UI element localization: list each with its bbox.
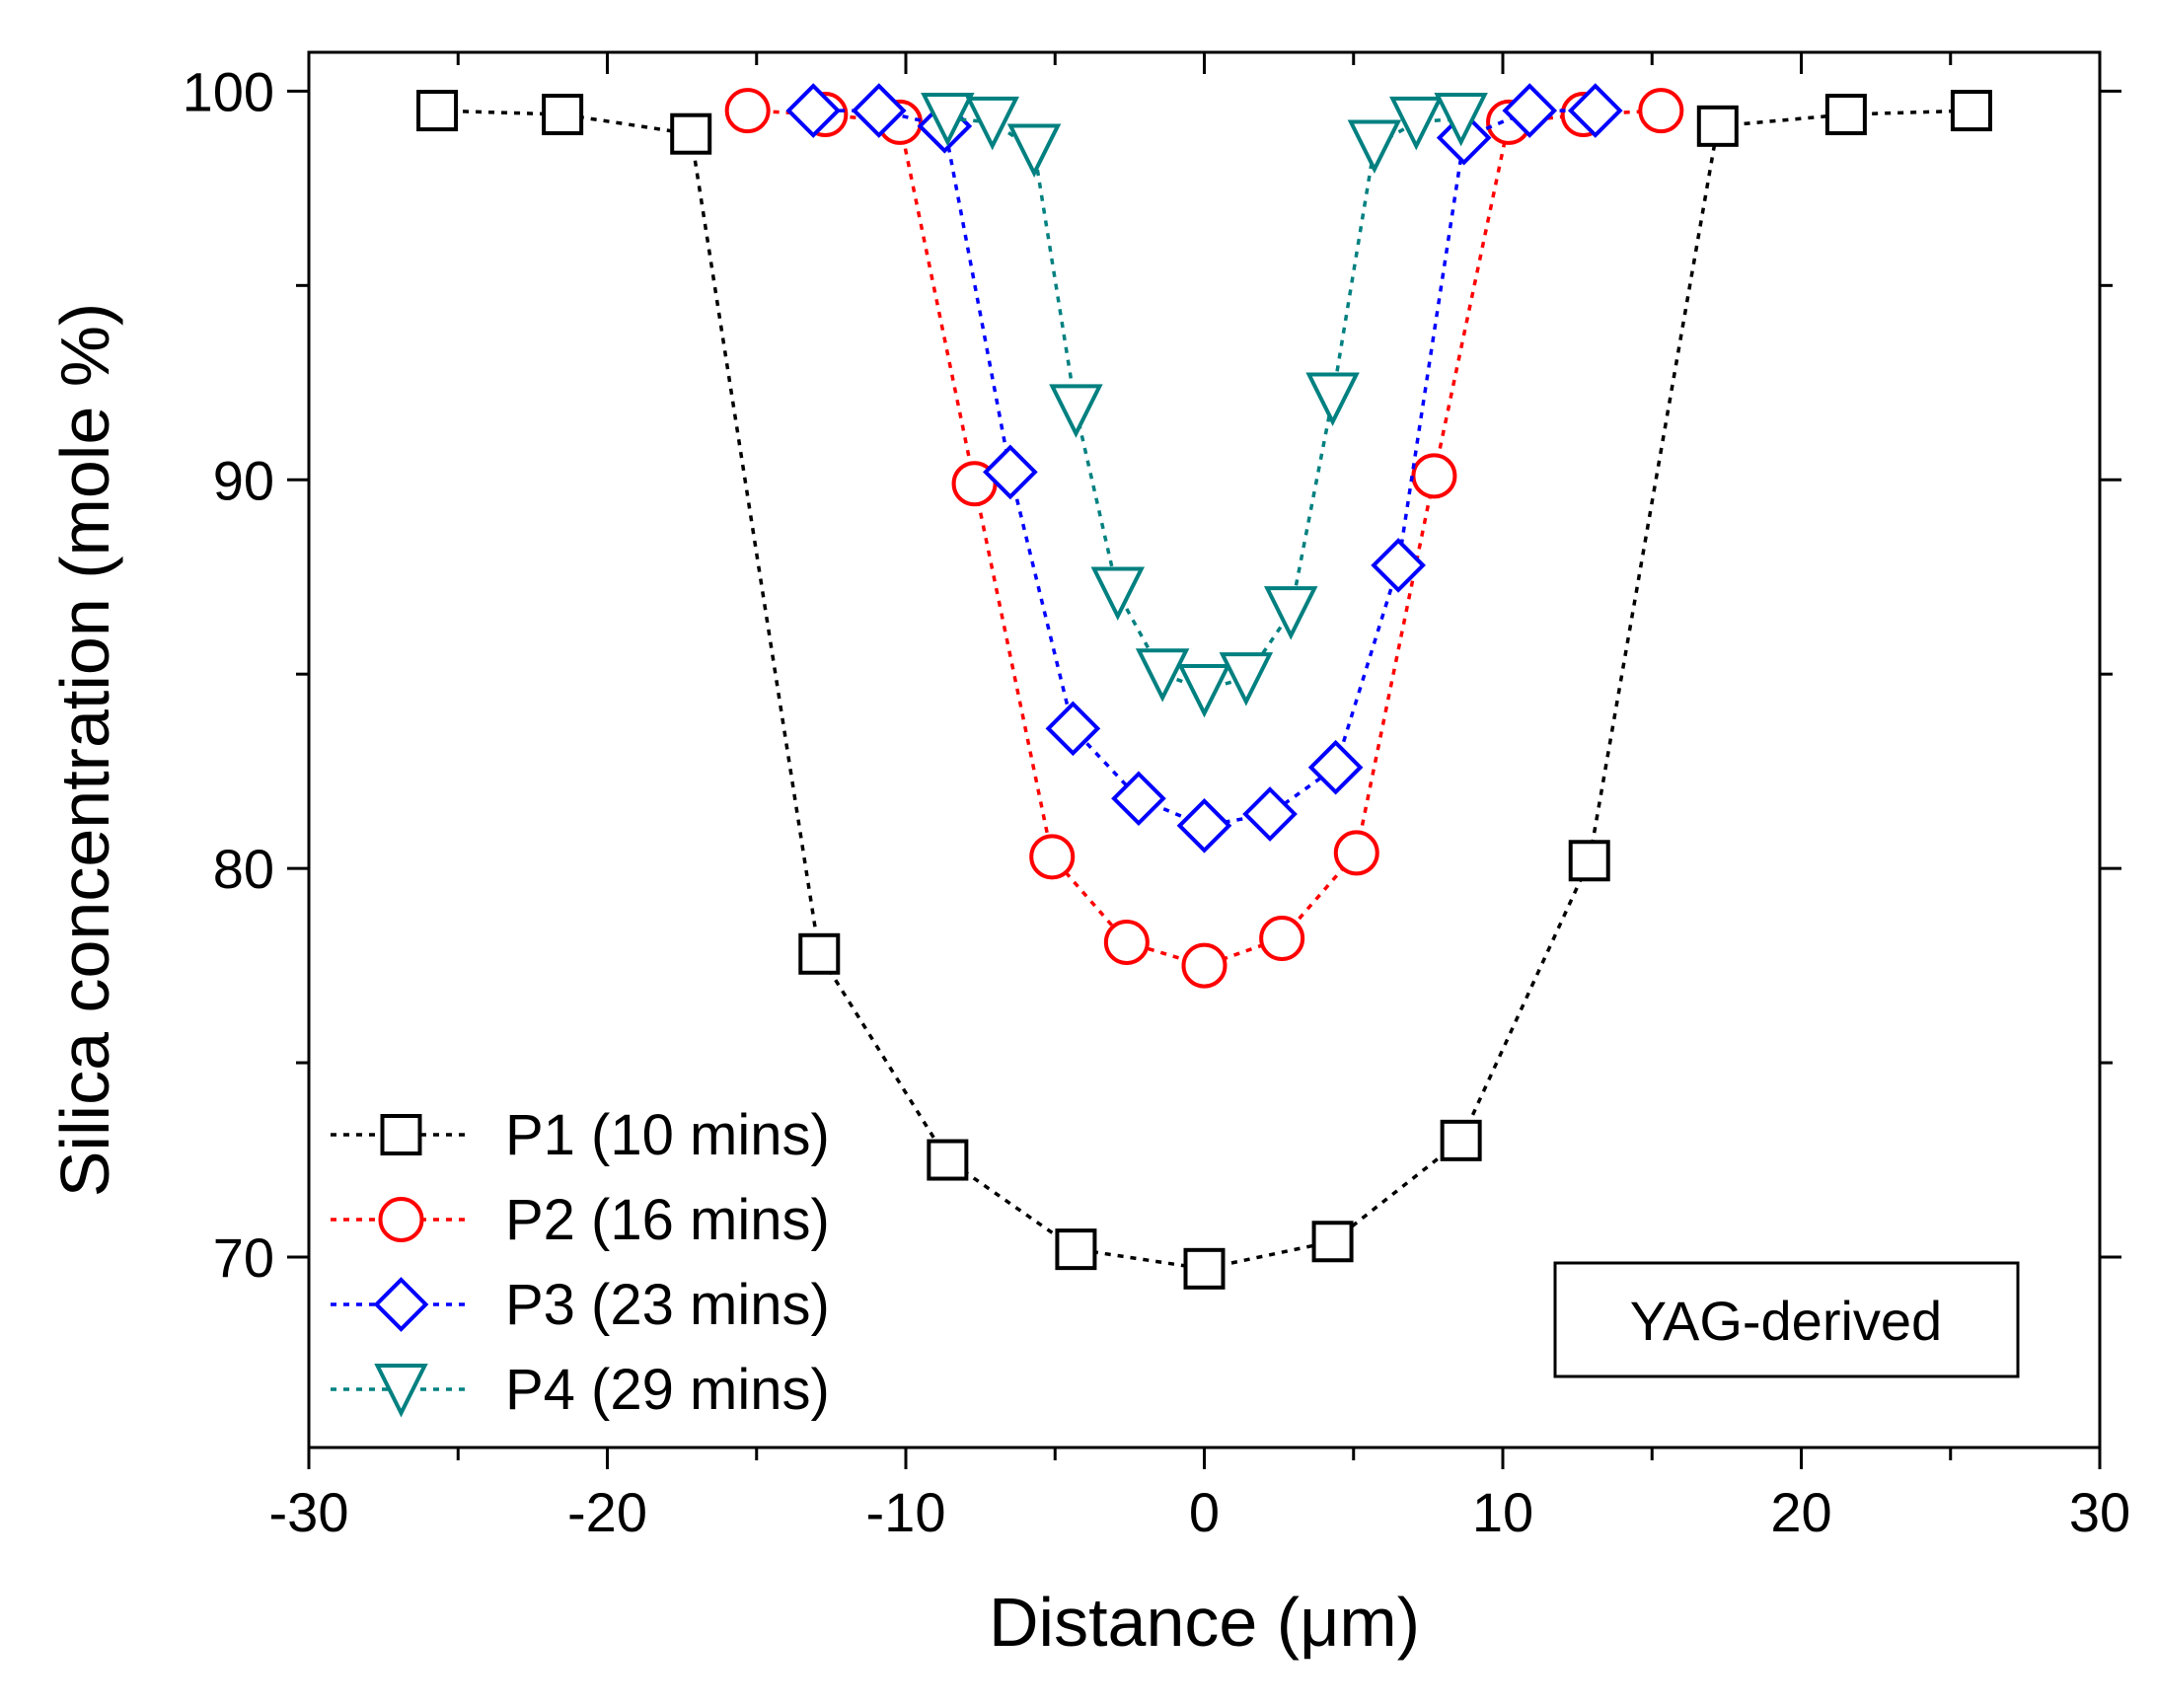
series-2-point [1259,916,1305,962]
series-3-point [1502,83,1558,138]
series-2-point [1638,88,1684,134]
annotation-frame [1553,1261,2020,1378]
series-2-point [1103,919,1150,965]
series-1-point [1055,1228,1097,1271]
series-1-point [670,112,712,155]
series-4-point [1090,566,1146,621]
legend: P1 (10 mins) P2 (16 mins) P3 (23 mins) P4 (… [331,1103,830,1422]
plot-area [416,83,1992,1290]
x-axis-label: Distance (μm) [989,1584,1420,1661]
series-2-point [1029,834,1076,880]
legend-item: P4 (29 mins) [331,1358,830,1422]
series-3-point [1307,739,1364,795]
axes: -30 -20 -10 0 10 20 30 70 80 90 100 [183,50,2130,1543]
x-tick-label: 20 [1770,1481,1831,1543]
legend-marker [374,1364,428,1418]
legend-marker [373,1277,429,1332]
series-4-point [1305,372,1360,427]
y-axis-label: Silica concentration (mole %) [46,303,123,1197]
series-1-point [416,90,459,132]
series-1-point [1824,94,1867,136]
series-3-point [1045,701,1101,757]
series-1-point [798,932,841,975]
series-4-point [1049,384,1103,438]
series-2-point [724,88,771,134]
series-3-point [1242,786,1298,842]
series-1-point [542,94,584,136]
series-4-point [1135,648,1190,703]
series-1-point [1950,90,1992,132]
legend-item: P1 (10 mins) [331,1103,830,1167]
x-tick-label: 0 [1189,1481,1220,1543]
series-4-point [965,96,1019,151]
x-tick-label: -20 [567,1481,647,1543]
series-1-point [1568,840,1610,882]
legend-marker [378,1197,424,1242]
x-tick-label: 30 [2069,1481,2130,1543]
series-3-point [785,83,842,138]
series-2-point [1333,830,1379,876]
legend-label: P1 (10 mins) [505,1103,830,1167]
legend-label: P3 (23 mins) [505,1273,830,1337]
series-1-point [1696,105,1739,147]
series-3-point [1111,771,1166,827]
series-4-point [1347,119,1402,175]
series-2-point [1411,453,1457,499]
series-2 [724,88,1684,989]
series-4 [921,92,1488,718]
legend-label: P4 (29 mins) [505,1358,830,1422]
series-4-point [1434,92,1488,147]
series-1-point [927,1139,969,1181]
series-1-point [1311,1221,1354,1263]
legend-item: P2 (16 mins) [331,1188,830,1252]
series-2-point [1181,942,1227,989]
y-tick-label: 80 [213,838,274,900]
x-tick-label: -30 [269,1481,349,1543]
series-4-point [1389,96,1444,151]
y-tick-label: 70 [213,1226,274,1289]
series-4-point [921,92,975,147]
series-4-point [1177,663,1231,718]
series-3-point [851,83,907,138]
y-tick-label: 100 [183,60,274,122]
x-tick-label: 10 [1472,1481,1533,1543]
x-tick-label: -10 [866,1481,946,1543]
series-4-point [1006,123,1062,178]
series-4-point [1263,586,1318,640]
series-1-point [1183,1247,1226,1290]
legend-marker [380,1114,422,1155]
legend-item: P3 (23 mins) [331,1273,830,1337]
series-1 [416,90,1992,1290]
series-3-point [983,444,1038,500]
series-3-point [1371,538,1426,593]
series-4-point [1219,652,1274,706]
series-3-point [1176,797,1232,854]
legend-label: P2 (16 mins) [505,1188,830,1252]
annotation-box: YAG-derived [1553,1261,2020,1378]
annotation-label: YAG-derived [1630,1290,1942,1352]
y-tick-label: 90 [213,449,274,511]
series-1-point [1440,1119,1482,1161]
series-3-point [1567,83,1623,138]
